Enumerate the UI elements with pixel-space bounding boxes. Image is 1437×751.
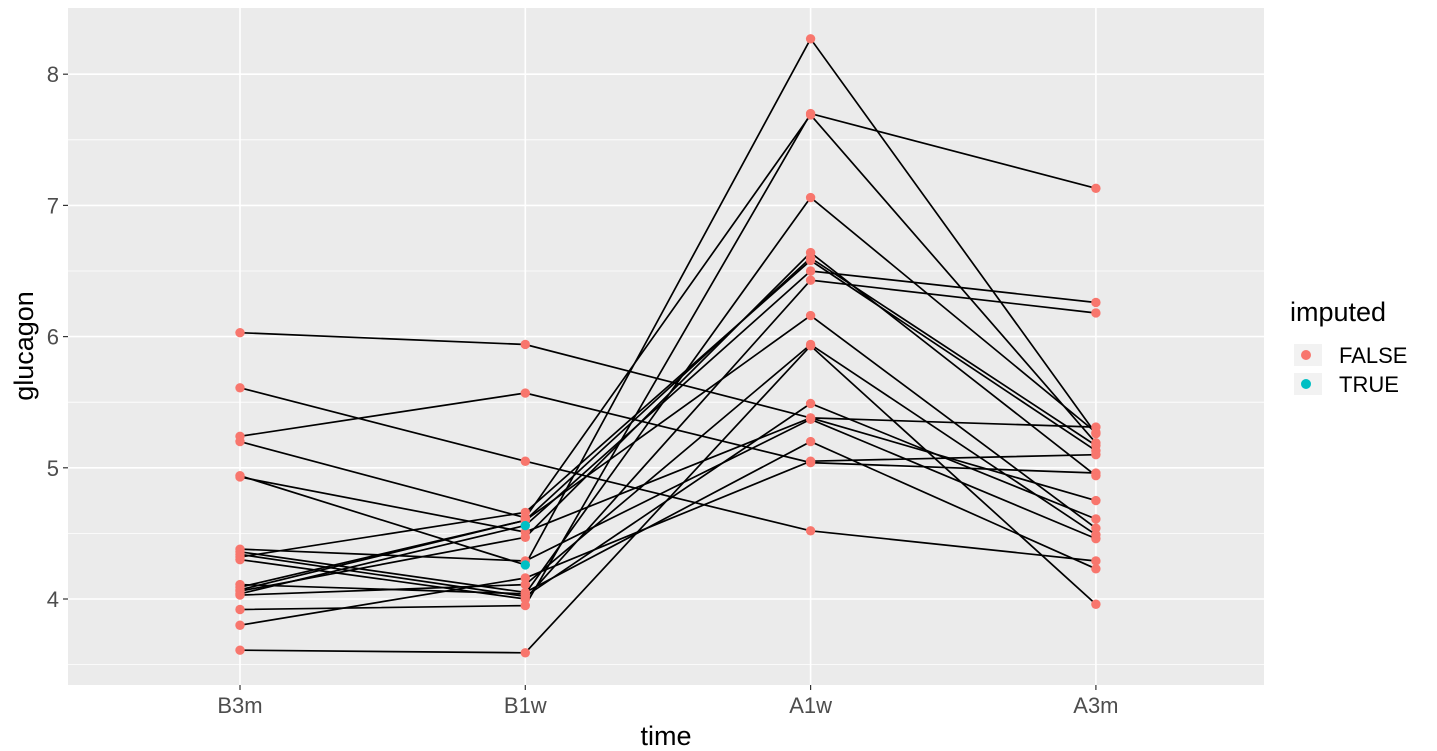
- data-point-false: [235, 645, 245, 655]
- y-tick-label: 5: [47, 456, 59, 481]
- series-line: [239, 392, 1096, 474]
- y-tick-label: 8: [47, 62, 59, 87]
- data-point-false: [1091, 523, 1101, 533]
- data-point-false: [235, 436, 245, 447]
- data-point-false: [235, 590, 245, 600]
- data-point-false: [520, 388, 530, 398]
- data-point-false: [1091, 440, 1101, 451]
- series-line: [239, 343, 1097, 596]
- data-point-false: [1091, 564, 1101, 574]
- data-point-false: [520, 648, 530, 658]
- series-line: [239, 256, 1097, 589]
- data-point-false: [1091, 514, 1101, 524]
- data-point-false: [1091, 427, 1101, 438]
- x-tick-label: B3m: [217, 693, 262, 718]
- series-line: [239, 251, 1097, 592]
- legend-label-true: TRUE: [1339, 372, 1399, 397]
- data-point-false: [235, 327, 245, 338]
- series-line: [239, 113, 1097, 519]
- y-axis-title: glucagon: [9, 291, 39, 401]
- x-tick-label: A1w: [789, 693, 832, 718]
- data-point-false: [805, 310, 816, 321]
- x-tick-label: A3m: [1073, 693, 1118, 718]
- series-line: [239, 259, 1097, 558]
- series-line: [239, 440, 1097, 594]
- data-point-false: [805, 192, 816, 203]
- data-point-false: [1091, 556, 1101, 566]
- data-point-false: [805, 398, 816, 409]
- data-point-false: [805, 456, 816, 466]
- data-point-false: [520, 573, 530, 583]
- data-point-false: [235, 620, 245, 630]
- data-point-false: [520, 600, 530, 611]
- data-point-false: [520, 456, 530, 466]
- data-point-false: [805, 266, 816, 276]
- series-line: [239, 112, 1097, 611]
- data-point-true: [520, 560, 530, 570]
- data-point-false: [1091, 530, 1101, 540]
- x-axis-title: time: [640, 721, 691, 751]
- legend-key-true-point: [1301, 379, 1311, 389]
- series-line: [239, 314, 1097, 591]
- data-point-false: [805, 341, 816, 351]
- data-point-false: [235, 383, 245, 393]
- plot-panel: [68, 8, 1264, 685]
- y-tick-label: 6: [47, 325, 59, 350]
- data-point-false: [805, 275, 816, 285]
- legend: imputed FALSE TRUE: [1290, 297, 1407, 397]
- series-line: [239, 37, 1097, 566]
- data-point-false: [1091, 495, 1101, 506]
- data-point-false: [520, 594, 530, 604]
- data-point-false: [805, 436, 816, 447]
- data-point-false: [520, 579, 530, 590]
- data-point-false: [1091, 599, 1101, 609]
- data-point-false: [520, 507, 530, 518]
- data-point-false: [1091, 449, 1101, 460]
- y-tick-label: 4: [47, 587, 59, 612]
- data-point-false: [805, 526, 816, 536]
- data-point-false: [805, 108, 816, 119]
- series-line: [239, 386, 1096, 562]
- data-point-false: [1091, 297, 1101, 308]
- x-axis: B3m B1w A1w A3m: [217, 685, 1119, 718]
- data-point-false: [235, 582, 245, 592]
- series-line: [239, 270, 1096, 595]
- y-tick-label: 7: [47, 193, 59, 218]
- data-point-false: [235, 554, 245, 565]
- data-point-false: [1091, 470, 1101, 481]
- x-tick-label: B1w: [504, 693, 547, 718]
- legend-key-false-point: [1301, 350, 1311, 360]
- series-line: [239, 417, 1097, 533]
- data-point-false: [520, 339, 530, 350]
- series-lines: [239, 37, 1097, 654]
- legend-label-false: FALSE: [1339, 343, 1407, 368]
- data-point-false: [805, 253, 816, 263]
- data-point-false: [1091, 308, 1101, 318]
- legend-title: imputed: [1290, 297, 1386, 327]
- data-point-false: [805, 414, 816, 424]
- y-axis: 4 5 6 7 8: [47, 62, 68, 612]
- grid-minor: [68, 139, 1264, 665]
- series-points: [235, 34, 1101, 658]
- series-line: [239, 453, 1096, 627]
- series-line: [239, 279, 1096, 600]
- series-line: [239, 344, 1097, 654]
- data-point-false: [805, 34, 816, 44]
- data-point-false: [520, 532, 530, 543]
- data-point-false: [1091, 183, 1101, 194]
- data-point-true: [520, 520, 530, 531]
- data-point-false: [235, 604, 245, 615]
- data-point-false: [235, 472, 245, 482]
